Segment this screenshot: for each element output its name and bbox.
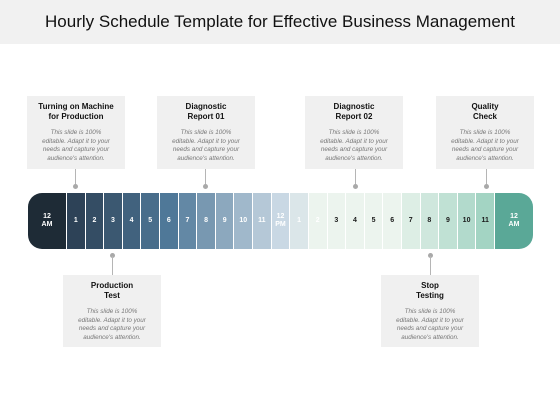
- connector-dot: [203, 184, 208, 189]
- connector-dot: [484, 184, 489, 189]
- title-bar: [0, 0, 560, 44]
- card-body: This slide is 100% editable. Adapt it to…: [42, 129, 110, 162]
- hour-segment: 12 AM: [28, 193, 66, 249]
- card-heading: Stop Testing: [416, 281, 444, 300]
- card-diagnostic-report-02: Diagnostic Report 02 This slide is 100% …: [305, 96, 403, 169]
- hour-segment: 8: [197, 193, 215, 249]
- card-heading: Diagnostic Report 01: [185, 102, 227, 121]
- card-body: This slide is 100% editable. Adapt it to…: [320, 129, 388, 162]
- card-heading: Quality Check: [471, 102, 499, 121]
- card-quality-check: Quality Check This slide is 100% editabl…: [436, 96, 534, 169]
- hour-segment: 10: [234, 193, 253, 249]
- hour-segment: 6: [383, 193, 401, 249]
- connector-line: [355, 169, 356, 186]
- connector-dot: [353, 184, 358, 189]
- connector-dot: [428, 253, 433, 258]
- hour-segment: 9: [215, 193, 234, 249]
- hour-segment: 5: [141, 193, 160, 249]
- hour-segment: 3: [104, 193, 122, 249]
- card-heading: Turning on Machine for Production: [38, 102, 114, 121]
- hour-segment: 6: [160, 193, 178, 249]
- hour-segment: 5: [364, 193, 383, 249]
- card-production-test: Production Test This slide is 100% edita…: [63, 275, 161, 347]
- hour-segment: 11: [476, 193, 494, 249]
- connector-dot: [110, 253, 115, 258]
- card-body: This slide is 100% editable. Adapt it to…: [396, 308, 464, 341]
- hour-segment: 12 PM: [271, 193, 290, 249]
- card-body: This slide is 100% editable. Adapt it to…: [451, 129, 519, 162]
- hour-segment: 4: [346, 193, 364, 249]
- card-heading: Production Test: [90, 281, 134, 300]
- hour-segment: 9: [439, 193, 457, 249]
- hour-segment: 7: [401, 193, 420, 249]
- connector-line: [75, 169, 76, 186]
- page-title: Hourly Schedule Template for Effective B…: [45, 12, 515, 31]
- hour-segment: 8: [420, 193, 439, 249]
- card-body: This slide is 100% editable. Adapt it to…: [172, 129, 240, 162]
- card-turning-on-machine: Turning on Machine for Production This s…: [27, 96, 125, 169]
- hour-segment: 11: [253, 193, 271, 249]
- hour-segment: 1: [290, 193, 308, 249]
- card-body: This slide is 100% editable. Adapt it to…: [78, 308, 146, 341]
- card-diagnostic-report-01: Diagnostic Report 01 This slide is 100% …: [157, 96, 255, 169]
- card-stop-testing: Stop Testing This slide is 100% editable…: [381, 275, 479, 347]
- connector-line: [112, 256, 113, 275]
- connector-line: [486, 169, 487, 186]
- connector-line: [430, 256, 431, 275]
- hour-segment: 10: [457, 193, 476, 249]
- hour-segment: 7: [178, 193, 197, 249]
- hour-segment: 2: [85, 193, 104, 249]
- connector-line: [205, 169, 206, 186]
- hour-segment: 3: [327, 193, 346, 249]
- hour-segment: 1: [67, 193, 85, 249]
- hour-timeline: 12 AM 1 2 3 4 5 6 7 8 9 10 11 12 PM 1 2 3 4 5 6 7 8 9 10 11 12 A…: [28, 193, 533, 249]
- hour-segment: 12 AM: [495, 193, 533, 249]
- hour-segment: 2: [308, 193, 327, 249]
- connector-dot: [73, 184, 78, 189]
- card-heading: Diagnostic Report 02: [333, 102, 375, 121]
- hour-segment: 4: [122, 193, 141, 249]
